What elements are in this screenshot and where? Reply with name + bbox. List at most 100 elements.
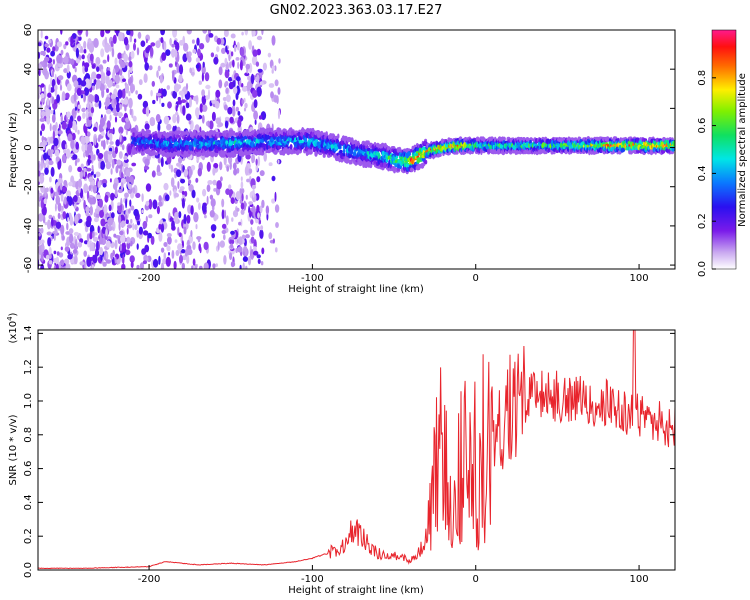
noise-speckle	[217, 241, 220, 251]
noise-speckle	[91, 264, 94, 269]
noise-speckle	[241, 86, 248, 92]
noise-speckle	[45, 158, 50, 166]
noise-speckle	[126, 224, 133, 229]
noise-speckle	[46, 47, 51, 53]
noise-speckle	[149, 47, 154, 57]
noise-speckle	[63, 179, 68, 187]
noise-speckle	[224, 116, 230, 121]
noise-speckle	[48, 214, 53, 220]
noise-speckle	[57, 202, 62, 212]
noise-speckle	[40, 159, 44, 170]
noise-speckle	[268, 83, 275, 88]
noise-speckle	[100, 160, 106, 170]
noise-speckle	[38, 169, 41, 177]
noise-speckle	[252, 187, 255, 198]
noise-speckle	[175, 169, 182, 178]
noise-speckle	[111, 158, 115, 169]
noise-speckle	[245, 194, 248, 200]
noise-speckle	[185, 83, 189, 91]
noise-speckle	[117, 202, 121, 206]
noise-speckle	[126, 241, 131, 250]
noise-speckle	[201, 65, 206, 75]
noise-speckle	[180, 178, 186, 184]
noise-speckle	[253, 99, 258, 109]
noise-speckle	[60, 224, 65, 235]
noise-speckle	[126, 227, 129, 235]
noise-speckle	[226, 94, 231, 103]
noise-speckle	[123, 98, 129, 105]
noise-speckle	[231, 217, 234, 222]
noise-speckle	[237, 61, 240, 69]
noise-speckle	[240, 47, 245, 57]
noise-speckle	[181, 262, 185, 269]
noise-speckle	[186, 30, 192, 35]
noise-speckle	[66, 83, 72, 92]
ridge-cell	[134, 142, 137, 147]
noise-speckle	[152, 258, 159, 268]
noise-speckle	[236, 76, 241, 82]
noise-speckle	[106, 120, 111, 129]
noise-speckle	[93, 212, 97, 218]
noise-speckle	[244, 165, 249, 176]
noise-speckle	[97, 225, 100, 234]
noise-speckle	[245, 154, 251, 160]
noise-speckle	[265, 205, 270, 215]
noise-speckle	[88, 176, 94, 183]
noise-speckle	[137, 31, 142, 39]
noise-speckle	[91, 164, 94, 171]
noise-speckle	[185, 113, 192, 121]
noise-speckle	[235, 106, 239, 112]
noise-speckle	[219, 161, 223, 171]
noise-speckle	[44, 187, 47, 197]
noise-speckle	[102, 59, 107, 64]
noise-speckle	[189, 97, 192, 108]
noise-speckle	[109, 147, 113, 152]
noise-speckle	[40, 185, 46, 193]
noise-speckle	[121, 144, 125, 151]
noise-speckle	[69, 233, 74, 244]
noise-speckle	[98, 100, 102, 109]
noise-speckle	[128, 97, 133, 109]
noise-speckle	[61, 154, 67, 164]
noise-speckle	[161, 88, 167, 97]
noise-speckle	[169, 217, 174, 221]
noise-speckle	[211, 111, 216, 122]
noise-speckle	[126, 236, 131, 244]
ridge-cell	[241, 152, 245, 157]
noise-speckle	[128, 56, 132, 62]
ridge-cell	[438, 153, 442, 158]
noise-speckle	[168, 63, 173, 68]
noise-speckle	[242, 256, 248, 262]
noise-speckle	[178, 90, 185, 96]
noise-speckle	[40, 83, 45, 88]
noise-speckle	[221, 229, 227, 235]
noise-speckle	[83, 199, 86, 210]
noise-speckle	[73, 231, 79, 236]
noise-speckle	[248, 201, 254, 205]
noise-speckle	[93, 154, 96, 161]
noise-speckle	[135, 192, 141, 198]
noise-speckle	[104, 36, 108, 46]
noise-speckle	[177, 181, 180, 189]
noise-speckle	[109, 132, 113, 142]
noise-speckle	[233, 168, 238, 176]
noise-speckle	[125, 176, 130, 183]
noise-speckle	[43, 162, 46, 169]
noise-speckle	[251, 184, 257, 190]
noise-speckle	[195, 64, 200, 69]
noise-speckle	[77, 104, 82, 109]
noise-speckle	[105, 259, 112, 264]
noise-speckle	[277, 87, 281, 95]
noise-speckle	[87, 160, 91, 166]
noise-speckle	[115, 84, 120, 89]
noise-speckle	[95, 171, 101, 178]
ridge-cell	[325, 131, 328, 137]
ridge-cell	[448, 151, 451, 155]
noise-speckle	[256, 254, 261, 259]
noise-speckle	[240, 176, 243, 181]
noise-speckle	[56, 94, 60, 103]
noise-speckle	[60, 182, 63, 191]
noise-speckle	[118, 31, 124, 42]
noise-speckle	[213, 162, 219, 169]
noise-speckle	[185, 102, 190, 109]
